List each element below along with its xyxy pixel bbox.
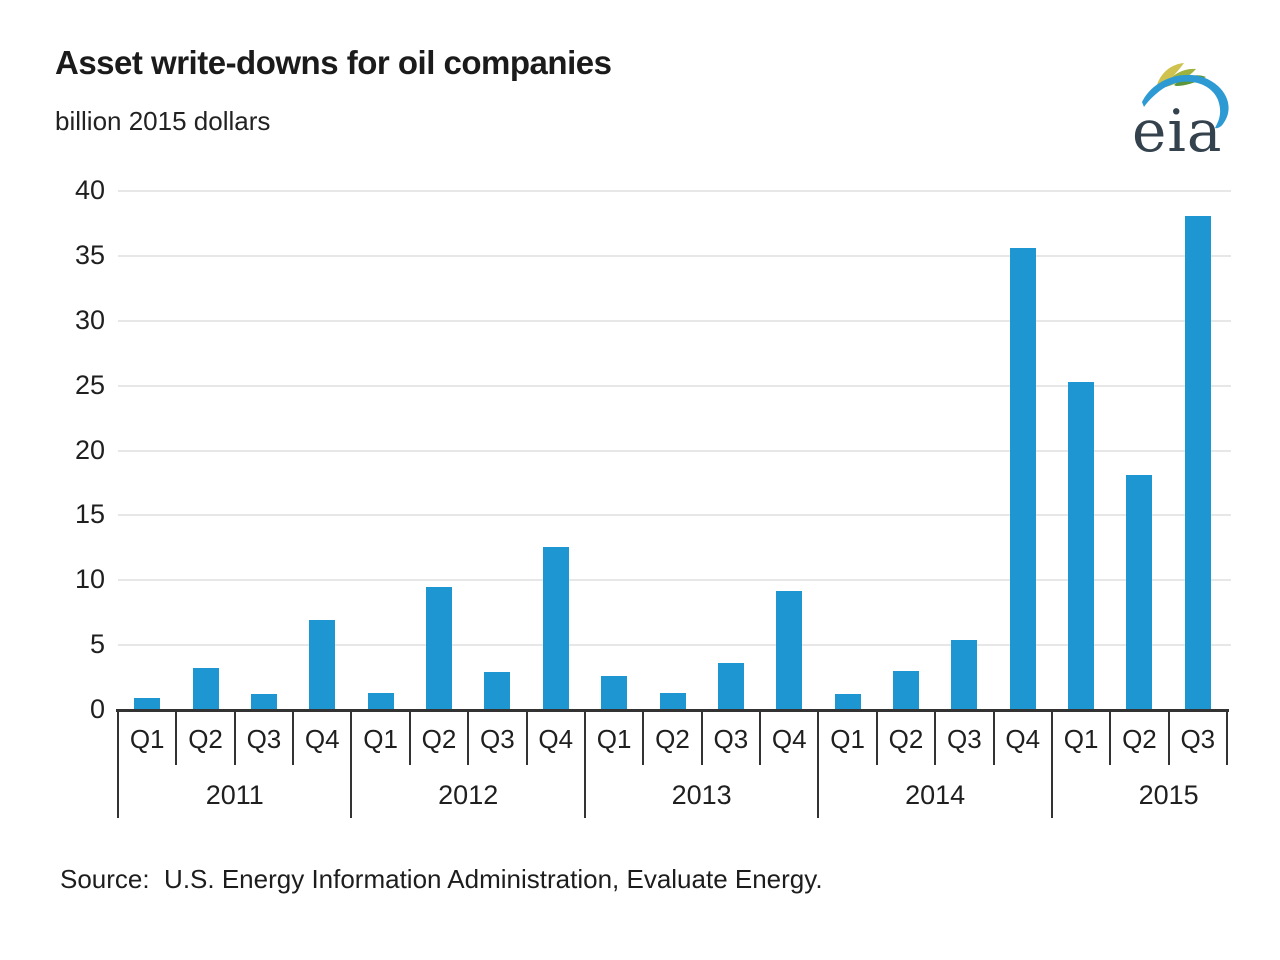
year-label: 2011	[205, 780, 264, 810]
quarter-tick-label: Q3	[1180, 724, 1216, 754]
bar	[426, 586, 453, 710]
y-tick-label: 0	[89, 694, 105, 724]
quarter-divider	[875, 710, 878, 765]
eia-logo: eia	[1126, 50, 1242, 165]
quarter-divider	[1109, 710, 1112, 765]
y-tick-label: 40	[74, 175, 105, 205]
quarter-tick-label: Q1	[363, 724, 398, 754]
bar	[834, 694, 861, 710]
y-tick-label: 20	[74, 434, 105, 465]
bar	[484, 672, 511, 710]
chart-title: Asset write-downs for oil companies	[55, 44, 612, 81]
bar	[250, 694, 277, 710]
bar	[951, 639, 978, 710]
source-line: Source: U.S. Energy Information Administ…	[60, 864, 823, 894]
bar	[1068, 381, 1095, 710]
bar	[1009, 248, 1036, 710]
bar	[659, 693, 686, 710]
bar	[1184, 215, 1211, 710]
year-label: 2014	[905, 780, 966, 810]
year-label: 2012	[438, 780, 499, 810]
bar	[309, 620, 336, 710]
gridline	[118, 449, 1231, 452]
quarter-tick-label: Q2	[188, 724, 223, 754]
quarter-tick-label: Q2	[655, 724, 690, 754]
gridline	[118, 644, 1231, 647]
quarter-divider	[992, 710, 995, 765]
year-divider	[350, 710, 353, 818]
year-divider	[117, 710, 119, 818]
quarter-divider	[1167, 710, 1170, 765]
year-divider	[817, 710, 820, 818]
year-label: 2013	[671, 780, 732, 810]
chart-subtitle: billion 2015 dollars	[55, 106, 271, 136]
bar	[601, 676, 628, 710]
quarter-divider	[1226, 710, 1228, 765]
gridline	[118, 514, 1231, 517]
quarter-tick-label: Q1	[596, 724, 632, 754]
quarter-tick-label: Q4	[538, 724, 574, 754]
quarter-divider	[759, 710, 762, 765]
quarter-tick-label: Q1	[1063, 724, 1099, 754]
quarter-divider	[292, 710, 295, 765]
quarter-tick-label: Q3	[946, 724, 982, 754]
bar	[892, 671, 919, 710]
y-tick-label: 5	[89, 629, 105, 660]
quarter-divider	[408, 710, 411, 765]
quarter-tick-label: Q3	[713, 724, 749, 754]
quarter-tick-label: Q4	[771, 724, 807, 754]
gridline	[118, 190, 1231, 192]
quarter-divider	[175, 710, 178, 765]
bar	[192, 668, 219, 710]
y-tick-label: 15	[74, 499, 105, 530]
x-axis-line	[116, 709, 1229, 712]
quarter-tick-label: Q1	[129, 724, 165, 754]
gridline	[118, 384, 1231, 387]
quarter-divider	[934, 710, 937, 765]
bar	[1126, 475, 1153, 710]
quarter-tick-label: Q4	[304, 724, 340, 754]
quarter-tick-label: Q2	[888, 724, 924, 754]
bar	[367, 693, 394, 710]
quarter-divider	[233, 710, 236, 765]
quarter-tick-label: Q4	[1005, 724, 1041, 754]
y-tick-label: 10	[74, 564, 105, 595]
quarter-tick-label: Q3	[246, 724, 282, 754]
quarter-tick-label: Q1	[830, 724, 865, 754]
bar	[776, 590, 803, 710]
bar	[542, 546, 569, 710]
year-divider	[1050, 710, 1053, 818]
bar	[134, 698, 161, 710]
gridline	[118, 579, 1231, 582]
quarter-divider	[700, 710, 703, 765]
quarter-divider	[467, 710, 470, 765]
quarter-divider	[525, 710, 528, 765]
swoosh-icon	[1142, 74, 1229, 129]
quarter-divider	[642, 710, 645, 765]
eia-logo-graphic: eia	[1132, 63, 1229, 165]
y-tick-label: 30	[74, 304, 105, 335]
gridline	[118, 319, 1231, 322]
year-label: 2015	[1138, 780, 1199, 810]
eia-logo-text: eia	[1132, 97, 1222, 160]
year-divider	[583, 710, 586, 818]
bar	[717, 663, 744, 710]
y-tick-label: 35	[74, 239, 105, 270]
gridline	[118, 254, 1231, 257]
y-tick-label: 25	[74, 369, 105, 400]
quarter-tick-label: Q2	[1122, 724, 1157, 754]
quarter-tick-label: Q2	[421, 724, 457, 754]
quarter-tick-label: Q3	[480, 724, 515, 754]
